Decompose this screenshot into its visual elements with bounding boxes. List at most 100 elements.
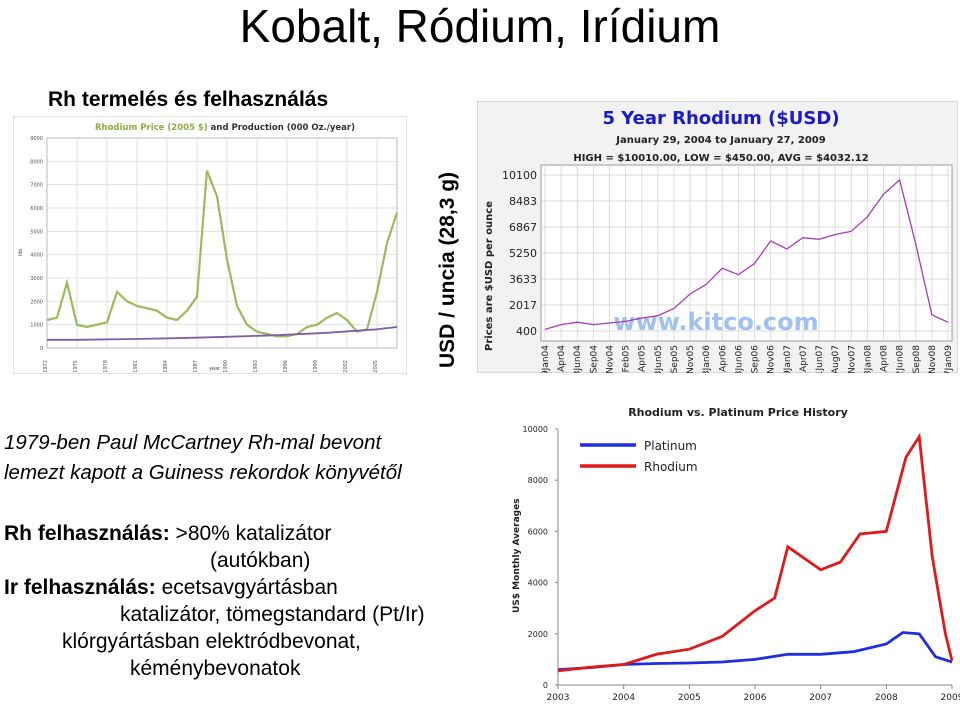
chart1-ytick: 1000 — [30, 323, 43, 329]
chart2-xtick: 11Apr05 — [638, 345, 648, 373]
chart1-xtick: 1996 — [283, 360, 289, 373]
chart2-xtick: 16Nov07 — [847, 345, 857, 373]
chart3-xtick: 2006 — [744, 693, 767, 703]
chart2-ylabel: Prices are $USD per ounce — [484, 201, 495, 351]
chart1-ytick: 9000 — [30, 136, 43, 142]
rhodium-vs-platinum-chart: Rhodium vs. Platinum Price History US$ M… — [506, 403, 960, 710]
chart2-subtitle: January 29, 2004 to January 27, 2009 — [615, 135, 825, 146]
chart3-rhodium-line — [557, 432, 954, 673]
chart2-xtick: 04Sep04 — [589, 345, 599, 373]
chart1-production-line — [47, 326, 398, 341]
chart3-xtick: 2003 — [547, 693, 570, 703]
chart2-stats: HIGH = $10010.00, LOW = $450.00, AVG = $… — [573, 153, 868, 164]
chart1-ytick: 2000 — [30, 299, 43, 305]
chart3-xtick: 2008 — [875, 693, 898, 703]
five-year-rhodium-chart: 5 Year Rhodium ($USD) January 29, 2004 t… — [477, 101, 958, 373]
chart1-ytick: 4000 — [30, 253, 43, 259]
chart2-ytick: 2017 — [509, 299, 537, 312]
chart2-xtick: 22Jun08 — [896, 345, 906, 373]
rh-heading: Rh termelés és felhasználás — [48, 88, 329, 111]
chart3-xtick: 2004 — [612, 693, 635, 703]
chart3-title: Rhodium vs. Platinum Price History — [628, 406, 848, 419]
chart1-ytick: 5000 — [30, 229, 43, 235]
rh-uses-text: >80% katalizátor — [169, 522, 332, 545]
chart2-xtick: 01Feb05 — [622, 345, 632, 373]
chart2-xtick: 23Jun06 — [734, 345, 744, 373]
chart2-xtick: 27Jan09 — [944, 345, 954, 373]
chart2-xtick: 29Jan04 — [541, 345, 551, 373]
chart2-ytick: 10100 — [502, 169, 537, 182]
chart2-xtick: 11Apr06 — [718, 345, 728, 373]
chart2-title: 5 Year Rhodium ($USD) — [602, 108, 839, 129]
legend-rhodium-label: Rhodium — [644, 460, 698, 474]
chart1-xtick: 1987 — [193, 360, 199, 373]
chart2-ytick: 8483 — [509, 195, 537, 208]
chart3-ylabel: US$ Monthly Averages — [512, 498, 522, 613]
chart2-rhodium-line — [544, 178, 949, 331]
chart1-ytick: 3000 — [30, 276, 43, 282]
chart2-xtick: 23Apr04 — [557, 345, 567, 373]
chart1-xtick: 1972 — [43, 360, 49, 373]
chart2-xtick: 15Nov08 — [928, 345, 938, 373]
price-unit-label: USD / uncia (28,3 g) — [436, 172, 459, 368]
chart1-xtick: 1975 — [73, 360, 79, 373]
chart1-ytick: 7000 — [30, 183, 43, 189]
chart1-xtick: 2005 — [373, 360, 379, 373]
chart3-ytick: 0 — [543, 681, 548, 690]
rhodium-price-production-chart: Rhodium Price (2005 $) and Production (0… — [13, 116, 407, 374]
chart1-ytick: 0 — [40, 346, 43, 352]
rh-uses-label: Rh felhasználás: — [4, 522, 170, 545]
chart3-ytick: 6000 — [528, 527, 548, 536]
chart3-ytick: 10000 — [523, 425, 548, 434]
chart2-watermark: www.kitco.com — [613, 308, 818, 336]
ir-uses-line-3: klórgyártásban elektródbevonat, — [62, 630, 361, 653]
ir-uses-line-2: katalizátor, tömegstandard (Pt/Ir) — [120, 603, 425, 626]
chart3-platinum-line — [557, 631, 953, 671]
chart1-xtick: 1999 — [313, 360, 319, 373]
chart1-ylabel: Idx — [18, 248, 24, 256]
chart2-ytick: 5250 — [509, 247, 537, 260]
chart1-xtick: 1993 — [253, 360, 259, 373]
chart1-title-and: and — [211, 123, 232, 133]
chart1-price-line — [46, 170, 399, 338]
chart1-xtick: 1978 — [103, 360, 109, 373]
ir-uses-text: ecetsavgyártásban — [155, 576, 338, 599]
rh-uses-line: Rh felhasználás: >80% katalizátor — [4, 520, 425, 547]
chart2-xtick: 16Nov04 — [605, 345, 615, 373]
chart1-ytick: 8000 — [30, 159, 43, 165]
slide-title: Kobalt, Ródium, Irídium — [239, 0, 721, 52]
chart2-ytick: 6867 — [509, 221, 537, 234]
chart2-xtick: 16Nov06 — [767, 345, 777, 373]
chart2-xtick: 29Jan07 — [783, 345, 793, 373]
svg-text:USD / uncia (28,3 g): USD / uncia (28,3 g) — [436, 172, 459, 368]
uses-text: Rh felhasználás: >80% katalizátor (autók… — [4, 520, 425, 682]
chart2-xtick: 11Apr08 — [880, 345, 890, 373]
chart3-xtick: 2005 — [678, 693, 701, 703]
chart1-xlabel: year — [209, 366, 221, 372]
chart2-xtick: 28Jan06 — [702, 345, 712, 373]
chart1-xtick: 1990 — [223, 360, 229, 373]
chart1-title-production: Production (000 Oz./year) — [232, 123, 356, 133]
ir-uses-line: Ir felhasználás: ecetsavgyártásban — [4, 574, 425, 601]
fact-line-1: 1979-ben Paul McCartney Rh-mal bevont — [4, 431, 382, 454]
chart1-title-price: Rhodium Price (2005 $) — [95, 123, 208, 133]
chart2-xtick: 16Nov05 — [686, 345, 696, 373]
mccartney-fact: 1979-ben Paul McCartney Rh-mal bevont le… — [4, 428, 402, 488]
chart3-ytick: 8000 — [528, 476, 548, 485]
legend-platinum-label: Platinum — [644, 439, 697, 453]
chart1-xtick: 1981 — [133, 360, 139, 373]
fact-line-2: lemezt kapott a Guiness rekordok könyvét… — [4, 461, 402, 484]
ir-uses-line-4: kéménybevonatok — [130, 657, 301, 680]
chart3-legend: Platinum Rhodium — [580, 439, 698, 474]
chart2-xtick: 04Sep06 — [751, 345, 761, 373]
chart2-xtick: 01Sep05 — [670, 345, 680, 373]
chart1-plot-frame — [46, 137, 398, 349]
chart2-xtick: 30Aug07 — [831, 345, 841, 373]
chart3-xtick: 2009 — [941, 693, 960, 703]
chart2-xtick: 23Jun04 — [573, 345, 583, 373]
chart2-xtick: 03Sep08 — [912, 345, 922, 373]
chart2-xtick: 11Apr07 — [799, 345, 809, 373]
chart3-xtick: 2007 — [809, 693, 832, 703]
ir-uses-label: Ir felhasználás: — [4, 576, 156, 599]
chart1-ytick: 6000 — [30, 206, 43, 212]
